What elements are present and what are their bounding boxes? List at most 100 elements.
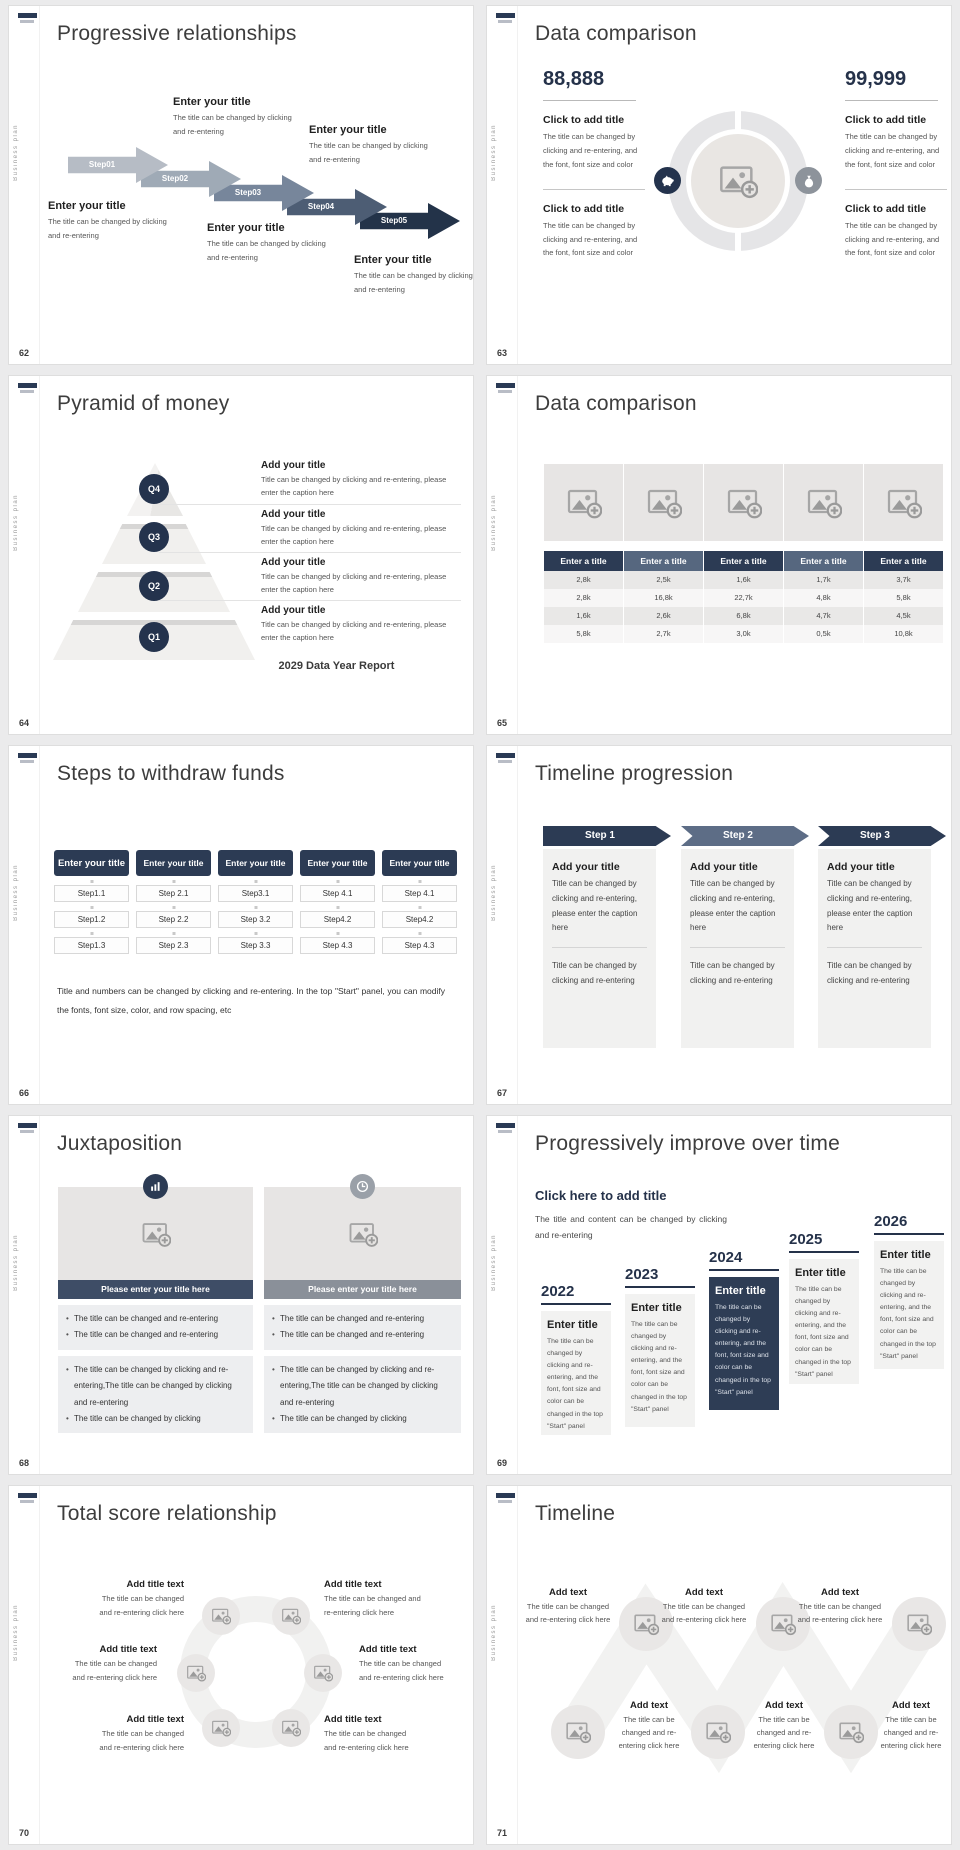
timeline-nodes xyxy=(487,1486,951,1844)
table-cell: 6,8k xyxy=(704,607,783,625)
block-caption: The title can be changed by clicking and… xyxy=(354,271,473,295)
slide-thumbnail-64[interactable]: Business plan 64 Pyramid of money Q4 Q3 Q2… xyxy=(8,375,474,735)
page-number: 64 xyxy=(19,718,30,728)
table-cell: 3,7k xyxy=(864,571,943,589)
card-body: The title can be changed by clicking and… xyxy=(795,1286,851,1378)
slide-title: Data comparison xyxy=(535,22,697,45)
image-placeholder xyxy=(864,464,943,541)
hub-label: Add title text The title can be changed … xyxy=(62,1644,157,1684)
sidebar-vertical-label: Business plan xyxy=(13,1234,19,1291)
bullet-card: The title can be changed by clicking and… xyxy=(58,1355,253,1434)
item-title: Click to add title xyxy=(543,114,625,126)
brand-logo xyxy=(18,13,38,25)
image-placeholder xyxy=(624,464,703,541)
step-cell: Step 2.3 xyxy=(136,937,211,954)
card-body: The title can be changed by clicking and… xyxy=(631,1321,687,1413)
table-cell: 0,5k xyxy=(784,625,863,643)
label-title: Add title text xyxy=(324,1714,382,1725)
bullet-item: The title can be changed by clicking and… xyxy=(272,1362,453,1411)
card-body: The title can be changed by clicking and… xyxy=(547,1338,603,1430)
step-card: Add your title Title can be changed by c… xyxy=(543,849,656,1048)
slide-thumbnail-62[interactable]: Business plan 62 Progressive relationshi… xyxy=(8,5,474,365)
image-placeholder-icon xyxy=(838,1719,864,1745)
slide-thumbnail-70[interactable]: Business plan 70 Total score relationshi… xyxy=(8,1485,474,1845)
section-subheading: The title and content can be changed by … xyxy=(535,1214,727,1241)
card-caption: Title can be changed by clicking and re-… xyxy=(827,879,913,933)
image-placeholder xyxy=(304,1654,342,1692)
table-cell: 5,8k xyxy=(864,589,943,607)
steps-column: Enter your title Step 4.1 Step4.2 Step 4… xyxy=(382,850,457,954)
table-cell: 10,8k xyxy=(864,625,943,643)
item-title: Click to add title xyxy=(845,114,927,126)
label-title: Add text xyxy=(821,1587,859,1598)
hub-label: Add title text The title can be changed … xyxy=(324,1579,424,1619)
bullet-card: The title can be changed and re-entering… xyxy=(58,1305,253,1350)
sidebar-vertical-label: Business plan xyxy=(13,494,19,551)
divider xyxy=(827,947,922,949)
step-cell: Step4.2 xyxy=(382,911,457,928)
timeline-label: Add text The title can be changed and re… xyxy=(876,1700,946,1752)
column-header: Enter a title xyxy=(624,551,703,571)
step-arrow-banner: Step 2 xyxy=(681,826,809,846)
sidebar-vertical-label: Business plan xyxy=(13,1604,19,1661)
table-cell: 2,8k xyxy=(544,571,623,589)
image-placeholder-icon xyxy=(886,485,922,521)
brand-logo xyxy=(18,1123,38,1135)
step-cell: Step1.1 xyxy=(54,885,129,902)
card-body: The title can be changed by clicking and… xyxy=(715,1304,771,1396)
page-number: 68 xyxy=(19,1458,30,1468)
step-cell: Step 4.3 xyxy=(382,937,457,954)
step-label: Step04 xyxy=(307,202,335,211)
table-cell: 5,8k xyxy=(544,625,623,643)
label-caption: The title can be changed and re-entering… xyxy=(99,1594,184,1617)
text-block: Enter your title The title can be change… xyxy=(207,222,347,266)
slide-thumbnail-65[interactable]: Business plan 65 Data comparison Enter a… xyxy=(486,375,952,735)
table-cell: 2,7k xyxy=(624,625,703,643)
card-title: Enter title xyxy=(880,1249,931,1261)
entry-title: Add your title xyxy=(261,557,326,568)
year-step: 2022 Enter title The title can be change… xyxy=(541,1283,611,1435)
block-caption: The title can be changed by clicking and… xyxy=(207,239,326,263)
brand-logo xyxy=(496,753,516,765)
column-header: Enter a title xyxy=(704,551,783,571)
table-column: Enter a title 3,7k 5,8k 4,5k 10,8k xyxy=(864,464,943,643)
step-cell: Step1.2 xyxy=(54,911,129,928)
slide-thumbnail-69[interactable]: Business plan 69 Progressively improve o… xyxy=(486,1115,952,1475)
step-cell: Step 4.3 xyxy=(300,937,375,954)
pyramid-entry: Add your title Title can be changed by c… xyxy=(261,557,464,596)
bullet-card: The title can be changed and re-entering… xyxy=(264,1305,461,1350)
divider xyxy=(552,947,647,949)
label-title: Add title text xyxy=(126,1714,184,1725)
hub-label: Add title text The title can be changed … xyxy=(89,1714,184,1754)
timeline-label: Add text The title can be changed and re… xyxy=(792,1587,888,1626)
pyramid-labels: Q4 Q3 Q2 Q1 xyxy=(9,376,473,734)
image-placeholder-icon xyxy=(281,1606,301,1626)
steps-table: Enter your title Step1.1 Step1.2 Step1.3… xyxy=(54,850,457,954)
step-label: Step01 xyxy=(88,160,116,169)
column-header: Enter your title xyxy=(300,850,375,876)
entry-caption: Title can be changed by clicking and re-… xyxy=(261,620,447,643)
column-header: Enter your title xyxy=(382,850,457,876)
year-label: 2024 xyxy=(709,1249,779,1271)
image-placeholder xyxy=(264,1187,461,1280)
card-title: Enter title xyxy=(547,1319,598,1331)
slide-thumbnail-63[interactable]: Business plan 63 Data comparison 88,888 … xyxy=(486,5,952,365)
table-cell: 22,7k xyxy=(704,589,783,607)
brand-logo xyxy=(18,753,38,765)
slide-title: Total score relationship xyxy=(57,1502,277,1525)
table-cell: 2,6k xyxy=(624,607,703,625)
right-stat-column: 99,999 Click to add title The title can … xyxy=(845,68,947,260)
slide-thumbnail-66[interactable]: Business plan 66 Steps to withdraw funds… xyxy=(8,745,474,1105)
label-caption: The title can be changed and re-entering… xyxy=(99,1729,184,1752)
slide-thumbnail-68[interactable]: Business plan 68 Juxtaposition Please en… xyxy=(8,1115,474,1475)
image-placeholder xyxy=(202,1597,240,1635)
card-caption-2: Title can be changed by clicking and re-… xyxy=(827,961,912,985)
divider xyxy=(543,100,636,101)
pyramid-level-badge: Q4 xyxy=(139,474,169,504)
column-cells: 2,8k 2,8k 1,6k 5,8k xyxy=(544,571,623,643)
brand-logo xyxy=(18,1493,38,1505)
slide-thumbnail-71[interactable]: Business plan 71 Timeline Add text The t… xyxy=(486,1485,952,1845)
card-title: Enter title xyxy=(631,1302,682,1314)
image-placeholder-icon xyxy=(186,1663,206,1683)
slide-thumbnail-67[interactable]: Business plan 67 Timeline progression St… xyxy=(486,745,952,1105)
